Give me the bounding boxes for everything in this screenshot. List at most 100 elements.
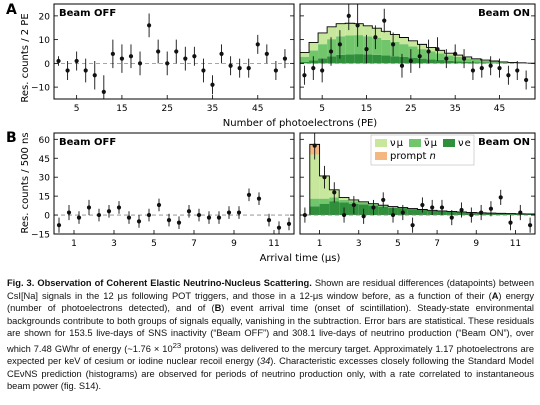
data-point — [126, 211, 132, 224]
data-point — [399, 53, 405, 78]
data-point — [174, 39, 179, 64]
ytick-label: −15 — [31, 231, 50, 241]
data-point — [83, 58, 88, 83]
hist-numubar — [489, 61, 499, 63]
point-marker — [228, 63, 233, 68]
point-marker — [435, 47, 440, 52]
hist-numubar — [408, 46, 418, 58]
data-point — [236, 206, 242, 219]
data-point — [206, 211, 212, 224]
point-marker — [498, 195, 503, 200]
point-marker — [459, 207, 464, 213]
data-point — [453, 44, 458, 64]
hist-numu — [309, 154, 320, 199]
xtick-label: 45 — [494, 104, 505, 114]
xtick-label: 1 — [317, 239, 323, 249]
data-point — [256, 192, 262, 205]
caption-citation: 34 — [259, 356, 271, 367]
hist-numu — [462, 56, 472, 59]
figure-caption: Fig. 3. Observation of Coherent Elastic … — [7, 277, 534, 393]
hist-nue — [381, 55, 391, 64]
data-point — [390, 207, 396, 223]
point-marker — [355, 23, 360, 28]
legend-swatch-nue — [443, 139, 455, 147]
hist-numubar — [388, 206, 398, 208]
legend-box — [370, 134, 475, 166]
data-point — [186, 204, 192, 218]
panel-b-left-plot: 1 3 5 7 9 11 Beam OFF — [53, 132, 295, 249]
point-marker — [488, 63, 493, 68]
point-marker — [528, 223, 533, 228]
xtick-label: 35 — [207, 104, 218, 114]
hist-nue — [345, 54, 355, 64]
hist-numu — [309, 42, 319, 51]
data-point — [166, 213, 172, 227]
data-point — [156, 198, 162, 212]
point-marker — [518, 210, 523, 215]
hist-numubar — [372, 37, 382, 55]
point-marker — [382, 18, 387, 23]
data-point — [106, 204, 112, 218]
point-marker — [276, 225, 282, 230]
hist-numubar — [453, 56, 463, 62]
point-marker — [126, 215, 132, 220]
point-marker — [371, 205, 376, 210]
point-marker — [156, 49, 161, 54]
data-point — [479, 58, 484, 78]
point-marker — [237, 66, 242, 71]
point-marker — [381, 197, 386, 203]
data-point — [255, 34, 260, 54]
point-marker — [391, 42, 396, 47]
point-marker — [479, 210, 484, 215]
caption-ref-b: B — [214, 303, 222, 314]
point-marker — [210, 82, 215, 87]
point-marker — [74, 58, 79, 64]
point-marker — [515, 68, 520, 73]
data-point — [76, 211, 82, 224]
hist-numubar — [399, 44, 409, 57]
data-point — [524, 70, 529, 90]
ytick-label: 30 — [39, 174, 51, 184]
point-marker — [351, 202, 356, 208]
caption-exponent: 23 — [172, 340, 182, 350]
panel-a-letter: A — [6, 2, 17, 18]
point-marker — [470, 68, 476, 73]
hist-nue — [378, 206, 389, 216]
data-point — [439, 199, 445, 216]
point-marker — [286, 221, 292, 226]
data-point — [110, 39, 115, 69]
legend-label-numu: ν μ — [390, 138, 404, 149]
point-marker — [146, 212, 152, 218]
data-point — [508, 215, 513, 231]
point-marker — [408, 58, 413, 64]
point-marker — [332, 190, 337, 195]
hist-numubar — [426, 51, 436, 60]
data-point — [146, 13, 152, 38]
hist-numubar — [309, 50, 319, 61]
hist-numu — [372, 28, 382, 38]
data-point — [119, 44, 125, 73]
xtick-label: 3 — [356, 239, 362, 249]
data-point — [137, 51, 143, 76]
data-point — [219, 44, 224, 64]
xtick-label: 11 — [510, 239, 521, 249]
point-marker — [488, 206, 494, 211]
data-point — [488, 56, 493, 76]
data-point — [282, 49, 288, 69]
xtick-label: 15 — [116, 104, 127, 114]
data-point — [332, 182, 337, 203]
point-marker — [312, 143, 317, 148]
xtick-label: 5 — [395, 239, 401, 249]
hist-nue — [489, 62, 499, 64]
hist-numu — [471, 58, 481, 60]
data-point — [337, 30, 343, 59]
data-point — [420, 197, 425, 213]
ytick-label: 0 — [44, 212, 50, 222]
xtick-label: 1 — [71, 239, 77, 249]
hist-nue — [363, 54, 373, 64]
legend-label-numubar: ν̄ μ — [424, 138, 438, 149]
data-point — [417, 44, 422, 69]
beam-off-label: Beam OFF — [59, 8, 116, 19]
point-marker — [92, 73, 97, 78]
data-point — [192, 46, 197, 66]
